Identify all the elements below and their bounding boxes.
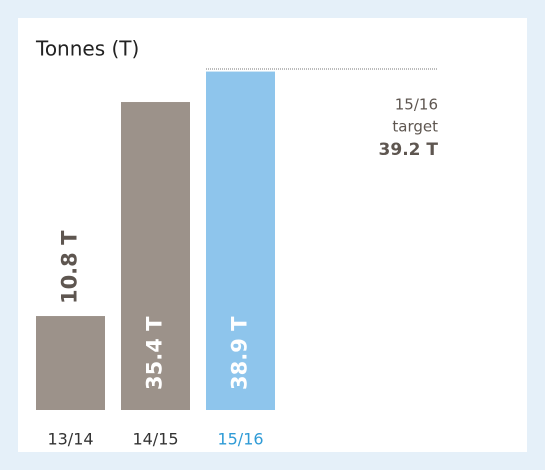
bar xyxy=(121,102,190,411)
x-tick-label: 14/15 xyxy=(132,430,178,449)
value-label: 10.8 T xyxy=(58,230,82,304)
bar xyxy=(206,71,275,410)
target-value: 39.2 T xyxy=(379,140,439,160)
bar xyxy=(36,316,105,410)
value-label: 38.9 T xyxy=(228,316,252,390)
x-tick-label: 15/16 xyxy=(217,430,263,449)
target-category: 15/16 xyxy=(395,95,438,113)
value-label: 35.4 T xyxy=(143,316,167,390)
target-text: target xyxy=(392,117,438,135)
chart-title: Tonnes (T) xyxy=(35,37,139,61)
x-tick-label: 13/14 xyxy=(47,430,93,449)
